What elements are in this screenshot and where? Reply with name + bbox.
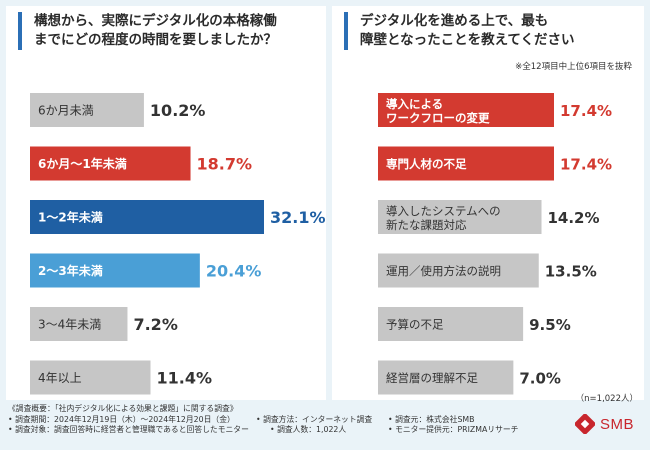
- bar-value-label: 11.4%: [157, 369, 213, 388]
- bar-value-label: 14.2%: [547, 209, 599, 227]
- survey-target: • 調査対象：調査回答時に経営者と管理職であると回答したモニター: [8, 425, 249, 434]
- duration-bar-chart: 6か月未満 10.2% 6か月～1年未満 18.7% 1～2年未満 32.1% 2～3年未満…: [30, 93, 326, 395]
- bar: [30, 360, 151, 395]
- logo-text: SMB: [599, 415, 634, 433]
- bar: [378, 146, 554, 181]
- bar: [30, 307, 128, 341]
- survey-provider: • モニター提供元：PRIZMAリサーチ: [388, 425, 519, 434]
- bar-category-label: 導入したシステムへの新たな課題対応: [386, 204, 501, 232]
- left-panel: 構想から、実際にデジタル化の本格稼働 までにどの程度の時間を要しましたか？ 6か…: [6, 6, 326, 400]
- bar-value-label: 7.0%: [519, 370, 561, 388]
- left-question-title: 構想から、実際にデジタル化の本格稼働 までにどの程度の時間を要しましたか？: [18, 12, 318, 50]
- bar-value-label: 13.5%: [545, 263, 597, 281]
- bar-category-label: 6か月未満: [38, 104, 94, 118]
- bar-value-label: 17.4%: [560, 156, 612, 174]
- smb-logo: SMB: [574, 414, 634, 434]
- bar-value-label: 17.4%: [560, 102, 612, 120]
- bar-category-label: 2～3年未満: [38, 263, 103, 278]
- right-panel: デジタル化を進める上で、最も 障壁となったことを教えてください ※全12項目中上…: [332, 6, 644, 400]
- bar: [378, 93, 554, 127]
- bar-value-label: 32.1%: [270, 208, 326, 227]
- bar-value-label: 18.7%: [197, 155, 253, 174]
- bar-category-label: 運用／使用方法の説明: [386, 264, 501, 278]
- bar: [30, 93, 144, 127]
- bar-value-label: 20.4%: [206, 262, 262, 281]
- bar: [30, 253, 200, 288]
- bar: [30, 200, 264, 234]
- right-note: ※全12項目中上位6項目を抜粋: [515, 62, 632, 72]
- bar: [30, 146, 191, 181]
- survey-heading: 《調査概要：「社内デジタル化による効果と課題」に関する調査》: [8, 404, 238, 413]
- survey-org: • 調査元：株式会社SMB: [388, 414, 475, 424]
- survey-people: • 調査人数：1,022人: [270, 425, 347, 434]
- bar-category-label: 予算の不足: [386, 318, 444, 332]
- bar-value-label: 10.2%: [150, 101, 206, 120]
- right-question-title: デジタル化を進める上で、最も 障壁となったことを教えてください: [344, 12, 636, 50]
- bar-category-label: 導入によるワークフローの変更: [386, 97, 490, 125]
- bar: [378, 307, 524, 341]
- sample-size: （n=1,022人）: [575, 394, 638, 404]
- bar-category-label: 専門人材の不足: [386, 157, 467, 171]
- bar-value-label: 7.2%: [133, 315, 177, 334]
- bar: [378, 253, 539, 288]
- bar-category-label: 経営層の理解不足: [386, 371, 478, 385]
- bar-category-label: 3～4年未満: [38, 318, 101, 332]
- barrier-bar-chart: 導入によるワークフローの変更 17.4% 専門人材の不足 17.4% 導入したシステムへ…: [378, 93, 612, 395]
- survey-overview: 《調査概要：「社内デジタル化による効果と課題」に関する調査》 • 調査期間：20…: [8, 404, 568, 436]
- survey-period: • 調査期間：2024年12月19日（木）～2024年12月20日（金）: [8, 414, 235, 424]
- bar-value-label: 9.5%: [529, 316, 571, 334]
- bar-category-label: 6か月～1年未満: [38, 156, 127, 171]
- bar: [378, 360, 514, 395]
- bar-category-label: 4年以上: [38, 371, 82, 385]
- survey-method: • 調査方法：インターネット調査: [256, 414, 373, 424]
- smb-logo-icon: [574, 414, 595, 434]
- bar: [378, 200, 542, 234]
- bar-category-label: 1～2年未満: [38, 210, 103, 225]
